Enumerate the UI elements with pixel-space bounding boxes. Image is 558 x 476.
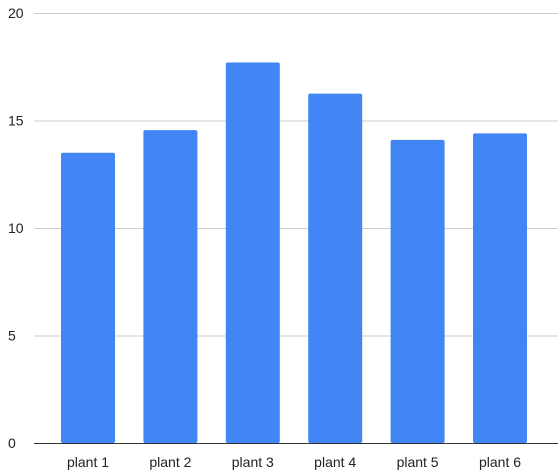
x-category-label: plant 3 [232, 454, 274, 470]
x-category-label: plant 6 [479, 454, 521, 470]
y-axis-ticks: 0 5 10 15 20 [8, 5, 24, 451]
y-tick-label: 0 [8, 435, 16, 451]
x-category-label: plant 2 [149, 454, 191, 470]
bar-plant-3 [225, 62, 280, 443]
bar-plant-1 [61, 152, 115, 443]
y-tick-label: 15 [8, 113, 24, 129]
x-category-label: plant 1 [67, 454, 109, 470]
bars [61, 62, 527, 444]
bar-plant-4 [308, 93, 363, 443]
grid-layer [34, 13, 558, 444]
x-axis-labels: plant 1 plant 2 plant 3 plant 4 plant 5 plant… [67, 454, 521, 470]
bar-plant-6 [473, 133, 527, 443]
y-tick-label: 10 [8, 220, 24, 236]
x-category-label: plant 4 [314, 454, 356, 470]
y-tick-label: 5 [8, 328, 16, 344]
bar-plant-2 [143, 130, 198, 444]
bar-plant-5 [390, 139, 445, 443]
y-tick-label: 20 [8, 5, 24, 21]
x-category-label: plant 5 [397, 454, 439, 470]
